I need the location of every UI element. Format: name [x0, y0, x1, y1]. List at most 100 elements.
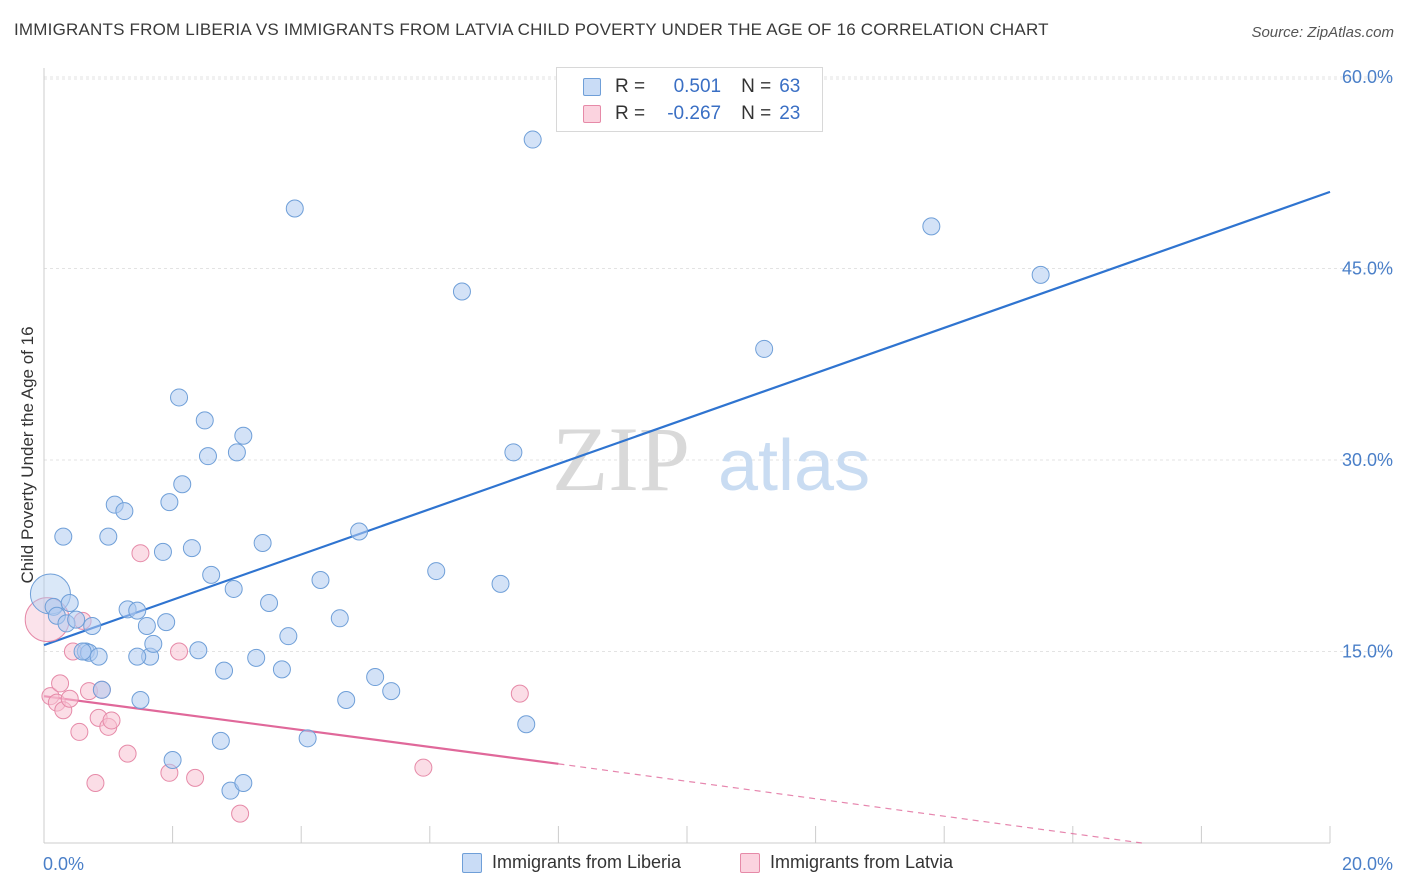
latvia-point: [60, 689, 79, 708]
latvia-point: [170, 642, 189, 661]
latvia-point: [86, 773, 105, 792]
watermark-atlas: atlas: [718, 426, 870, 506]
liberia-point: [189, 641, 208, 660]
liberia-legend-swatch: [462, 852, 482, 873]
legend-n-value: 63: [779, 76, 801, 97]
legend-n-label: N =: [741, 76, 772, 97]
liberia-point: [260, 593, 279, 612]
latvia-point: [70, 722, 89, 741]
liberia-point: [491, 574, 510, 593]
liberia-point: [170, 388, 189, 407]
liberia-point: [224, 579, 243, 598]
latvia-point: [102, 711, 121, 730]
legend-n-label: N =: [741, 103, 772, 124]
tick-labels: 15.0% 30.0% 45.0% 60.0% 0.0% 20.0%: [43, 67, 1393, 874]
liberia-point: [67, 610, 86, 629]
liberia-point: [523, 130, 542, 149]
liberia-point: [131, 691, 150, 710]
liberia-swatch: [583, 78, 601, 96]
legend-r-label: R =: [615, 103, 646, 124]
liberia-point: [427, 562, 446, 581]
liberia-point: [272, 660, 291, 679]
bottom-legend-liberia: Immigrants from Liberia: [462, 852, 681, 873]
y-tick-label: 30.0%: [1342, 450, 1393, 470]
liberia-point: [99, 527, 118, 546]
latvia-point: [131, 544, 150, 563]
latvia-trend-line: [43, 695, 559, 765]
liberia-point: [195, 411, 214, 430]
liberia-point: [227, 443, 246, 462]
liberia-point: [115, 502, 134, 521]
liberia-point: [350, 522, 369, 541]
gridlines: [44, 76, 1392, 652]
x-tick-label: 20.0%: [1342, 854, 1393, 874]
bottom-legend-label: Immigrants from Latvia: [770, 852, 954, 872]
legend-row-latvia: R = -0.267 N = 23: [583, 102, 800, 126]
liberia-point: [144, 634, 163, 653]
watermark: ZIP atlas: [552, 408, 870, 510]
legend: R = 0.501 N = 63 R = -0.267 N = 23: [556, 67, 823, 132]
liberia-point: [382, 682, 401, 701]
liberia-points: [29, 130, 1050, 800]
liberia-point: [163, 751, 182, 770]
liberia-point: [60, 593, 79, 612]
legend-r-value: -0.267: [667, 103, 722, 124]
axes: [43, 68, 1331, 844]
chart-title: IMMIGRANTS FROM LIBERIA VS IMMIGRANTS FR…: [14, 20, 1049, 39]
liberia-point: [128, 601, 147, 620]
liberia-point: [198, 447, 217, 466]
liberia-point: [89, 647, 108, 666]
liberia-point: [755, 339, 774, 358]
latvia-point: [51, 674, 70, 693]
trend-lines: [43, 190, 1331, 844]
latvia-point: [118, 744, 137, 763]
liberia-point: [73, 642, 92, 661]
liberia-point: [253, 533, 272, 552]
liberia-point: [922, 217, 941, 236]
liberia-point: [234, 426, 253, 445]
liberia-point: [211, 731, 230, 750]
liberia-point: [247, 648, 266, 667]
liberia-point: [92, 680, 111, 699]
x-tick-label: 0.0%: [43, 854, 84, 874]
liberia-point: [298, 729, 317, 748]
liberia-point: [83, 616, 102, 635]
y-tick-label: 15.0%: [1342, 642, 1393, 662]
latvia-point: [414, 758, 433, 777]
liberia-point: [337, 691, 356, 710]
legend-row-liberia: R = 0.501 N = 63: [583, 75, 800, 99]
liberia-point: [279, 627, 298, 646]
legend-r-label: R =: [615, 76, 646, 97]
liberia-point: [128, 647, 147, 666]
liberia-point: [137, 616, 156, 635]
legend-n-value: 23: [779, 103, 801, 124]
liberia-point: [182, 539, 201, 558]
liberia-point: [234, 773, 253, 792]
y-tick-label: 60.0%: [1342, 67, 1393, 87]
liberia-point: [54, 527, 73, 546]
latvia-point: [186, 768, 205, 787]
liberia-point: [215, 661, 234, 680]
liberia-point: [157, 613, 176, 632]
liberia-point: [452, 282, 471, 301]
legend-r-value: 0.501: [673, 76, 722, 97]
latvia-point: [510, 684, 529, 703]
liberia-point: [504, 443, 523, 462]
y-tick-label: 45.0%: [1342, 259, 1393, 279]
liberia-point: [330, 609, 349, 628]
liberia-point: [285, 199, 304, 218]
liberia-trend-line: [43, 190, 1331, 647]
latvia-point: [231, 804, 250, 823]
liberia-point: [202, 565, 221, 584]
liberia-point: [173, 475, 192, 494]
liberia-point: [311, 571, 330, 590]
latvia-legend-swatch: [740, 852, 760, 873]
bottom-legend-label: Immigrants from Liberia: [492, 852, 682, 872]
latvia-swatch: [583, 105, 601, 123]
liberia-point: [160, 493, 179, 512]
latvia-trend-extension: [558, 763, 1142, 844]
liberia-point: [517, 715, 536, 734]
liberia-point: [1031, 265, 1050, 284]
liberia-point: [366, 668, 385, 687]
